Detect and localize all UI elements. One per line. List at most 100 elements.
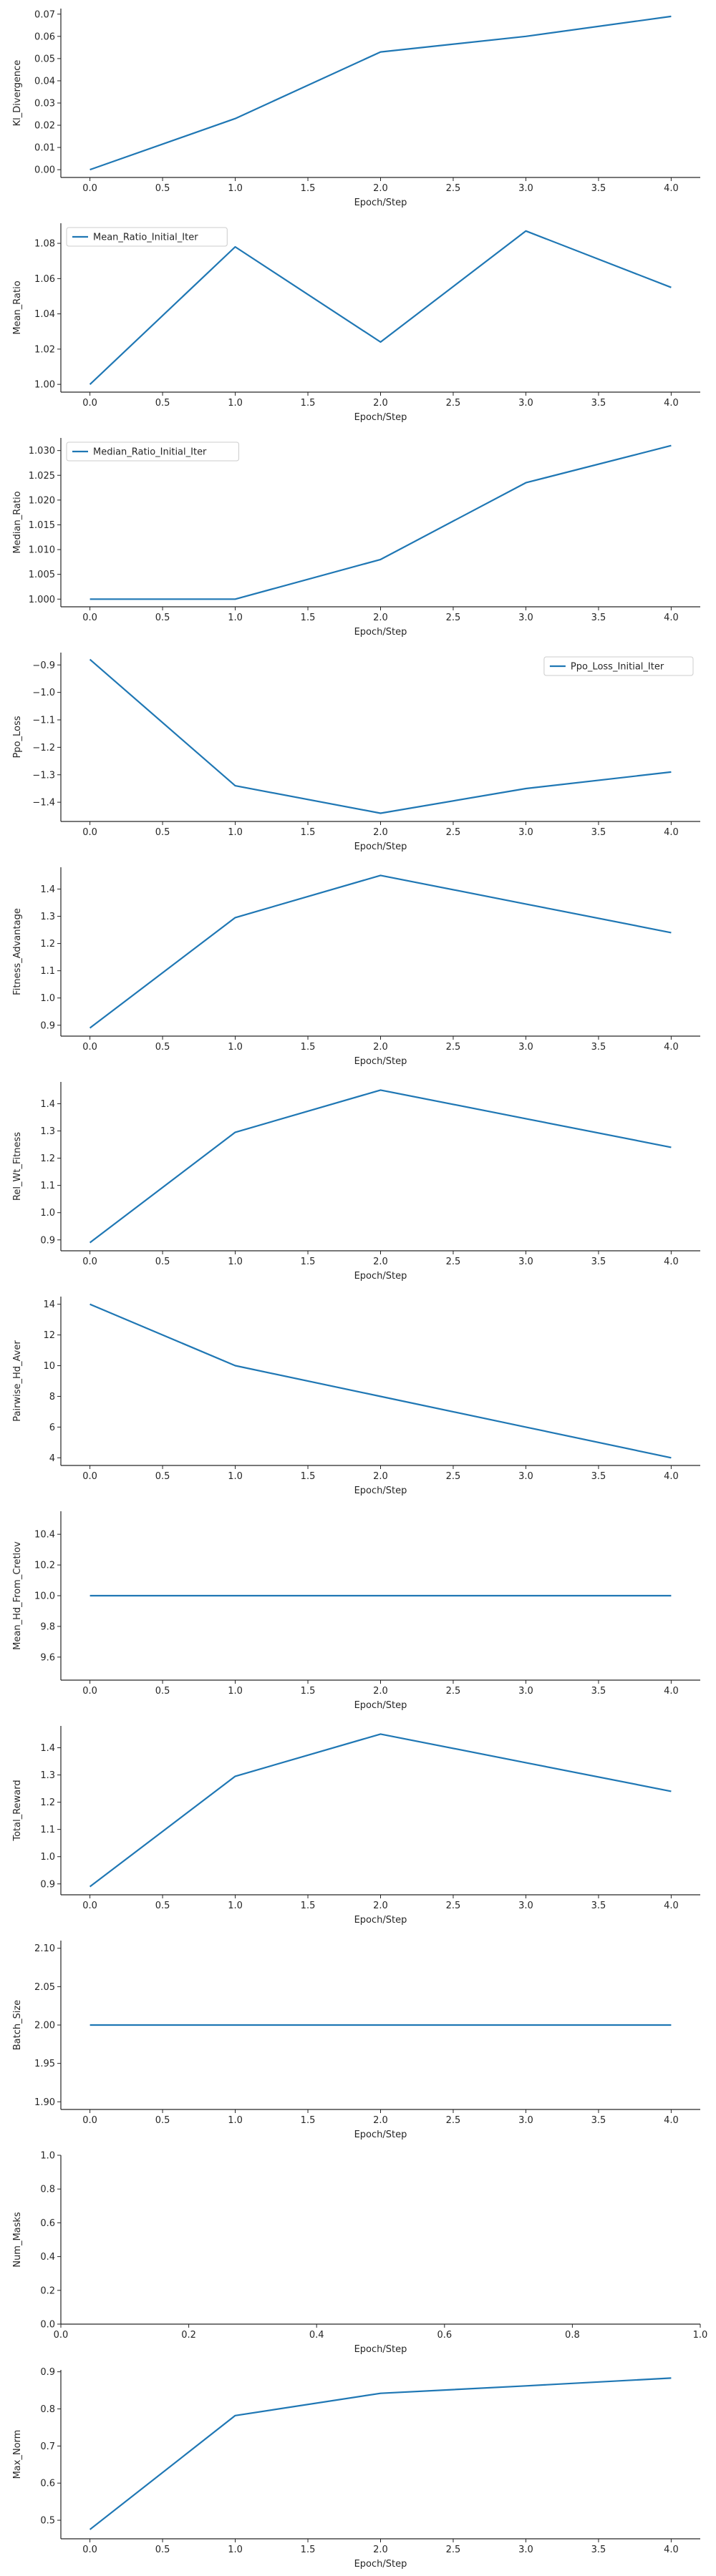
y-tick-label: 0.5: [40, 2516, 55, 2527]
series-line: [89, 2377, 672, 2530]
y-tick-label: 1.000: [29, 595, 55, 605]
y-tick-label: 0.9: [40, 1020, 55, 1031]
y-tick-label: 8: [49, 1392, 55, 1402]
x-axis-label: Epoch/Step: [354, 412, 407, 423]
y-tick-label: 0.07: [34, 9, 55, 20]
x-tick-label: 2.0: [373, 613, 388, 623]
x-tick-label: 2.0: [373, 2545, 388, 2555]
y-tick-label: 1.04: [34, 309, 55, 320]
chart-panel-1: 0.0 0.5 1.0 1.5 2.0 2.5 3.0 3.5 4.0 0.00 0.01 0.02 0…: [12, 9, 700, 208]
y-tick-label: 1.3: [40, 912, 55, 922]
y-tick-label: 0.8: [40, 2185, 55, 2195]
y-axis-label: Rel_Wt_Fitness: [12, 1132, 23, 1201]
chart-panel-5: 0.0 0.5 1.0 1.5 2.0 2.5 3.0 3.5 4.0 0.9 1.0 1.1 1.2 1…: [12, 867, 700, 1067]
x-tick-label: 0.0: [82, 1686, 97, 1697]
x-tick-label: 1.5: [301, 1686, 316, 1697]
x-tick-label: 2.5: [446, 2115, 461, 2126]
x-axis-label: Epoch/Step: [354, 1700, 407, 1711]
y-tick-label: 0.6: [40, 2218, 55, 2229]
x-tick-label: 1.5: [301, 827, 316, 838]
x-tick-label: 2.5: [446, 1042, 461, 1053]
x-tick-label: 0.0: [82, 1257, 97, 1267]
x-tick-label: 4.0: [664, 183, 679, 194]
y-tick-label: 1.1: [40, 966, 55, 977]
y-axis-label: Mean_Ratio: [12, 280, 23, 334]
x-tick-label: 0.0: [82, 2115, 97, 2126]
y-tick-label: 1.06: [34, 274, 55, 285]
x-tick-label: 0.6: [437, 2330, 452, 2341]
series-line: [89, 658, 672, 814]
series-line: [89, 1733, 672, 1888]
y-tick-label: 10.2: [34, 1561, 55, 1571]
x-tick-label: 0.5: [155, 398, 170, 409]
x-axis-label: Epoch/Step: [354, 1915, 407, 1926]
y-tick-label: −1.2: [32, 743, 55, 753]
chart-panel-6: 0.0 0.5 1.0 1.5 2.0 2.5 3.0 3.5 4.0 0.9 1.0 1.1 1.2 1…: [12, 1082, 700, 1282]
x-tick-label: 3.5: [591, 613, 606, 623]
x-tick-label: 3.5: [591, 1471, 606, 1482]
y-tick-label: 14: [43, 1299, 55, 1310]
chart-panel-9: 0.0 0.5 1.0 1.5 2.0 2.5 3.0 3.5 4.0 0.9 1.0 1.1 1.2 1…: [12, 1726, 700, 1926]
y-tick-label: 1.010: [29, 545, 55, 556]
x-tick-label: 2.0: [373, 2115, 388, 2126]
x-tick-label: 3.5: [591, 827, 606, 838]
y-tick-label: 2.00: [34, 2021, 55, 2031]
y-axis-label: Max_Norm: [12, 2430, 23, 2479]
y-tick-label: 0.6: [40, 2479, 55, 2489]
y-tick-label: 1.3: [40, 1770, 55, 1781]
chart-panel-11: 0.0 0.2 0.4 0.6 0.8 1.0 0.0 0.2 0.4 0.6 0.8 1.0 Epoc…: [12, 2151, 707, 2356]
y-tick-label: −0.9: [32, 660, 55, 671]
y-tick-label: 0.06: [34, 31, 55, 42]
y-tick-label: 12: [43, 1330, 55, 1341]
x-tick-label: 0.0: [54, 2330, 69, 2341]
chart-panel-8: 0.0 0.5 1.0 1.5 2.0 2.5 3.0 3.5 4.0 9.6 9.8 10.0 10.…: [12, 1511, 700, 1711]
y-tick-label: 1.08: [34, 239, 55, 250]
y-axis-label: Fitness_Advantage: [12, 908, 23, 995]
y-tick-label: 0.04: [34, 76, 55, 87]
x-tick-label: 2.5: [446, 2545, 461, 2555]
x-tick-label: 1.5: [301, 1471, 316, 1482]
legend-label: Ppo_Loss_Initial_Iter: [571, 662, 664, 673]
x-tick-label: 3.0: [518, 398, 533, 409]
y-tick-label: 0.03: [34, 98, 55, 109]
x-tick-label: 2.5: [446, 398, 461, 409]
y-tick-label: 0.4: [40, 2252, 55, 2263]
x-tick-label: 4.0: [664, 2115, 679, 2126]
y-tick-label: 0.7: [40, 2441, 55, 2452]
x-tick-label: 0.4: [309, 2330, 324, 2341]
x-tick-label: 2.5: [446, 1686, 461, 1697]
x-tick-label: 0.5: [155, 1257, 170, 1267]
x-tick-label: 4.0: [664, 827, 679, 838]
y-tick-label: 9.6: [40, 1652, 55, 1663]
y-tick-label: 1.3: [40, 1126, 55, 1137]
y-tick-label: 0.2: [40, 2285, 55, 2296]
x-tick-label: 3.0: [518, 613, 533, 623]
y-tick-label: 2.10: [34, 1943, 55, 1954]
y-tick-label: 1.0: [40, 1852, 55, 1863]
x-tick-label: 1.0: [228, 183, 243, 194]
x-tick-label: 1.0: [228, 1257, 243, 1267]
y-tick-label: 0.9: [40, 1879, 55, 1890]
y-tick-label: 1.0: [40, 993, 55, 1004]
x-tick-label: 3.0: [518, 1901, 533, 1911]
x-tick-label: 3.0: [518, 2545, 533, 2555]
y-tick-label: 0.02: [34, 121, 55, 132]
x-tick-label: 3.5: [591, 1042, 606, 1053]
x-tick-label: 2.0: [373, 1686, 388, 1697]
x-tick-label: 0.5: [155, 1042, 170, 1053]
x-tick-label: 1.5: [301, 613, 316, 623]
legend-label: Median_Ratio_Initial_Iter: [93, 447, 207, 458]
x-axis-label: Epoch/Step: [354, 1485, 407, 1496]
y-tick-label: 0.05: [34, 54, 55, 64]
y-tick-label: 1.030: [29, 446, 55, 457]
x-tick-label: 2.5: [446, 1901, 461, 1911]
legend-box: [543, 656, 694, 676]
x-tick-label: 1.5: [301, 1257, 316, 1267]
x-tick-label: 2.0: [373, 1471, 388, 1482]
y-tick-label: 1.2: [40, 939, 55, 950]
x-tick-label: 2.0: [373, 398, 388, 409]
chart-legend: Ppo_Loss_Initial_Iter: [543, 656, 694, 676]
x-tick-label: 0.5: [155, 2115, 170, 2126]
x-tick-label: 3.0: [518, 183, 533, 194]
x-tick-label: 1.0: [228, 398, 243, 409]
